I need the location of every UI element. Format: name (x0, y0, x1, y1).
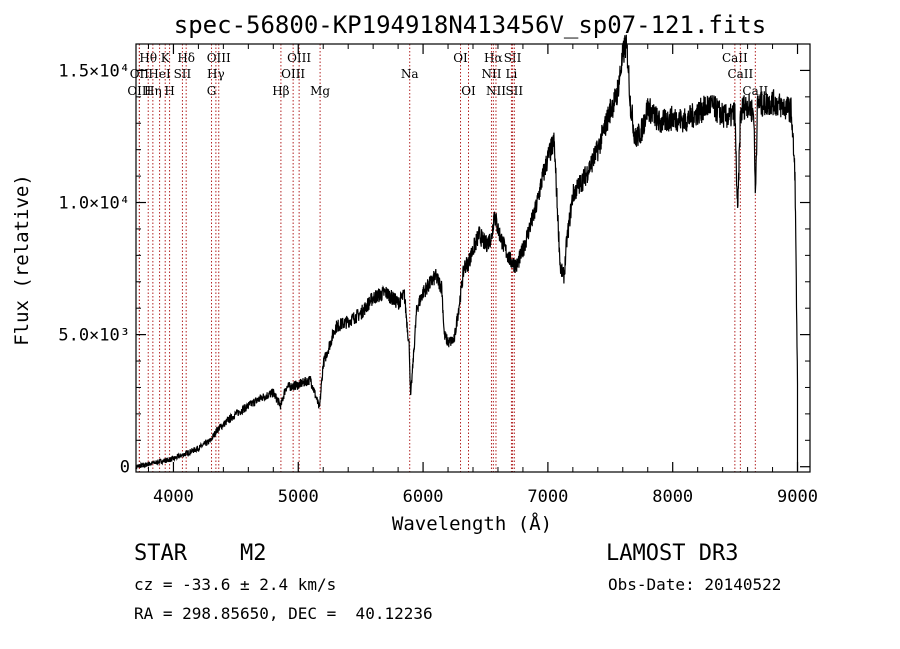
redshift-cz: cz = -33.6 ± 2.4 km/s (134, 575, 337, 594)
line-label: Hη (144, 84, 162, 98)
survey-name: LAMOST DR3 (606, 541, 739, 566)
y-tick-label: 1.5×10⁴ (58, 61, 130, 81)
object-subclass: M2 (240, 541, 267, 566)
x-axis: 4000 5000 6000 7000 8000 9000 (147, 44, 818, 507)
x-tick-label: 4000 (153, 487, 194, 507)
line-label: Hα (484, 51, 503, 65)
y-tick-label: 0 (120, 458, 130, 478)
observation-date: Obs-Date: 20140522 (608, 575, 782, 594)
line-label: OIII (281, 67, 305, 81)
line-label: OI (453, 51, 468, 65)
spectrum-line (135, 34, 799, 471)
y-axis: 0 5.0×10³ 1.0×10⁴ 1.5×10⁴ (58, 61, 810, 478)
line-label: Mg (310, 84, 330, 98)
line-label: OI (461, 84, 476, 98)
line-label: Hβ (272, 84, 289, 98)
x-tick-label: 9000 (777, 487, 818, 507)
line-label: CaII (727, 67, 753, 81)
spectrum-chart: spec-56800-KP194918N413456V_sp07-121.fit… (11, 11, 818, 535)
line-label: OIII (287, 51, 311, 65)
line-label: Na (401, 67, 419, 81)
line-label: OIII (127, 84, 151, 98)
coordinates: RA = 298.85650, DEC = 40.12236 (134, 604, 433, 623)
line-label: OIII (207, 51, 231, 65)
line-label: Li (506, 67, 518, 81)
line-label: CaII (722, 51, 748, 65)
line-label: Hδ (177, 51, 195, 65)
line-label: Hγ (207, 67, 225, 81)
x-tick-label: 7000 (527, 487, 568, 507)
y-tick-label: 5.0×10³ (58, 326, 130, 346)
x-axis-label: Wavelength (Å) (392, 512, 552, 535)
chart-title: spec-56800-KP194918N413456V_sp07-121.fit… (174, 11, 766, 39)
line-label: SII (505, 84, 523, 98)
line-label: H (164, 84, 174, 98)
x-tick-label: 8000 (652, 487, 693, 507)
x-tick-label: 6000 (403, 487, 444, 507)
line-label: K (161, 51, 171, 65)
object-class: STAR (134, 541, 187, 566)
y-tick-label: 1.0×10⁴ (58, 194, 130, 214)
line-label: SII (174, 67, 192, 81)
line-label: NII (481, 67, 501, 81)
x-tick-label: 5000 (278, 487, 319, 507)
line-label: HeI (148, 67, 171, 81)
line-label: NII (486, 84, 506, 98)
line-label: Hθ (139, 51, 157, 65)
y-axis-label: Flux (relative) (11, 174, 33, 346)
line-label: SII (504, 51, 522, 65)
line-label: G (207, 84, 217, 98)
